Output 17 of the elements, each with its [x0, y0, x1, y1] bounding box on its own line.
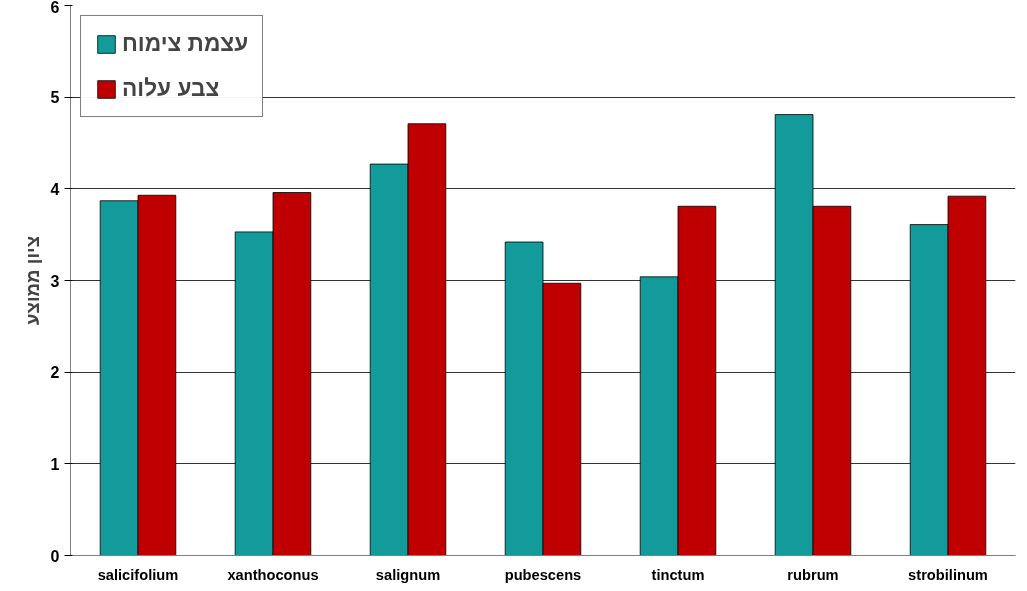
x-tick-label: salicifolium	[97, 566, 179, 583]
y-tick-label: 0	[50, 547, 60, 565]
y-tick-label: 1	[50, 455, 60, 473]
y-tick-label: 6	[50, 0, 60, 16]
y-tick-label: 3	[50, 272, 60, 290]
y-axis-title: ציון ממוצע	[21, 235, 43, 326]
x-tick-label: salignum	[375, 566, 441, 583]
x-tick-label: tinctum	[651, 566, 705, 583]
x-tick-label: strobilinum	[908, 566, 988, 583]
legend-label: עצמת צימוח	[122, 30, 249, 57]
x-tick-label: pubescens	[504, 566, 582, 583]
y-tick-label: 2	[50, 364, 60, 382]
x-tick-label: rubrum	[787, 566, 839, 583]
x-tick-label: xanthoconus	[227, 566, 319, 583]
y-tick-label: 5	[50, 89, 60, 107]
legend-label: צבע עלוה	[122, 75, 220, 102]
y-tick-label: 4	[50, 180, 60, 198]
